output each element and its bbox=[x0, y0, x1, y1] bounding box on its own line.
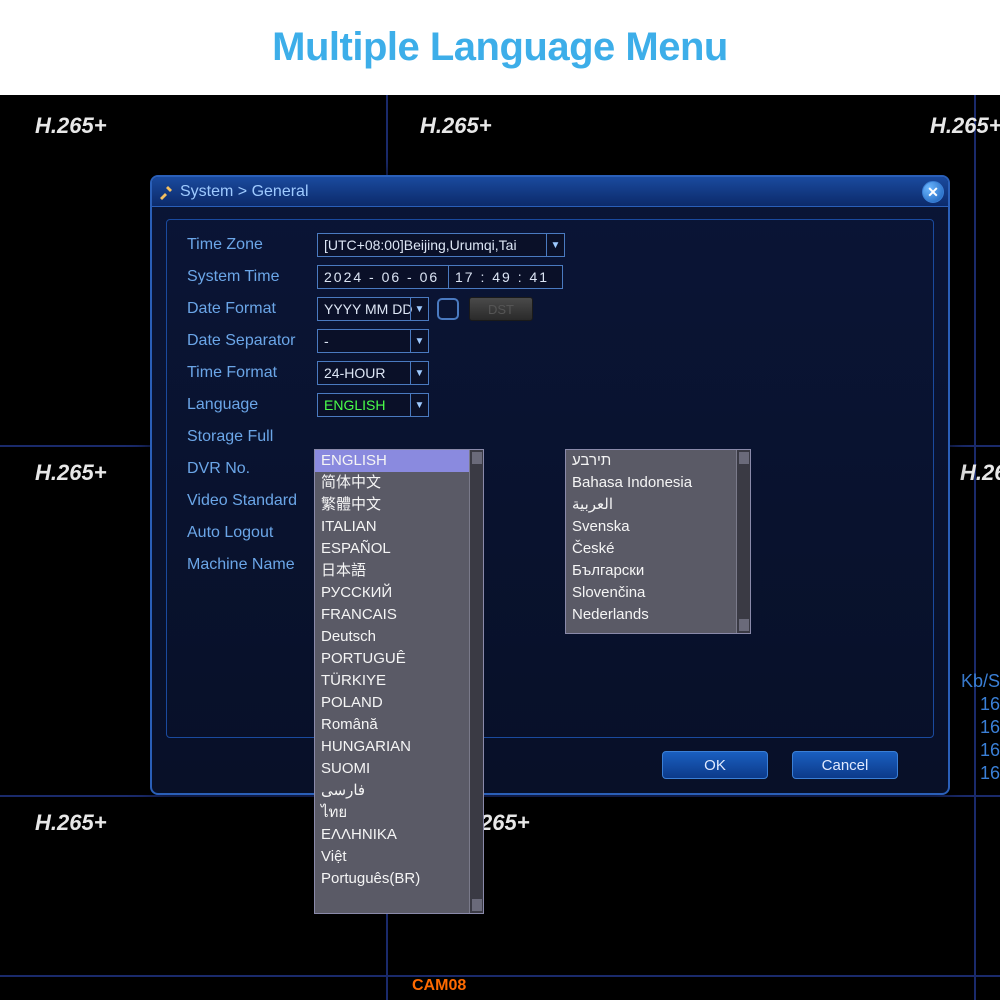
label-dvrno: DVR No. bbox=[187, 460, 317, 478]
language-option[interactable]: TÜRKIYE bbox=[315, 670, 483, 692]
date-field[interactable]: 2024 - 06 - 06 bbox=[317, 265, 449, 289]
language-option[interactable]: Български bbox=[566, 560, 750, 582]
stats-row: 16 bbox=[961, 762, 1000, 785]
language-option[interactable]: Svenska bbox=[566, 516, 750, 538]
stats-row: 16 bbox=[961, 693, 1000, 716]
dateformat-dropdown[interactable]: YYYY MM DD▼ bbox=[317, 297, 429, 321]
camera-label: CAM08 bbox=[412, 977, 466, 995]
stats-row: 16 bbox=[961, 739, 1000, 762]
timezone-dropdown[interactable]: [UTC+08:00]Beijing,Urumqi,Tai▼ bbox=[317, 233, 565, 257]
language-option[interactable]: ไทย bbox=[315, 802, 483, 824]
language-option[interactable]: FRANCAIS bbox=[315, 604, 483, 626]
language-option[interactable]: Slovenčina bbox=[566, 582, 750, 604]
language-option[interactable]: ESPAÑOL bbox=[315, 538, 483, 560]
language-dropdown[interactable]: ENGLISH▼ bbox=[317, 393, 429, 417]
chevron-down-icon: ▼ bbox=[410, 330, 428, 352]
language-option[interactable]: 繁體中文 bbox=[315, 494, 483, 516]
close-button[interactable]: ✕ bbox=[922, 181, 944, 203]
scrollbar[interactable] bbox=[736, 450, 750, 633]
time-field[interactable]: 17 : 49 : 41 bbox=[449, 265, 563, 289]
label-datesep: Date Separator bbox=[187, 332, 317, 350]
language-option[interactable]: Việt bbox=[315, 846, 483, 868]
language-option[interactable]: 简体中文 bbox=[315, 472, 483, 494]
dst-button[interactable]: DST bbox=[469, 297, 533, 321]
scrollbar[interactable] bbox=[469, 450, 483, 913]
language-list-1[interactable]: ENGLISH简体中文繁體中文ITALIANESPAÑOL日本語РУССКИЙF… bbox=[314, 449, 484, 914]
language-option[interactable]: Deutsch bbox=[315, 626, 483, 648]
language-option[interactable]: Română bbox=[315, 714, 483, 736]
label-storagefull: Storage Full bbox=[187, 428, 317, 446]
codec-label: H.265+ bbox=[35, 810, 107, 836]
language-option[interactable]: HUNGARIAN bbox=[315, 736, 483, 758]
label-systemtime: System Time bbox=[187, 268, 317, 286]
tools-icon bbox=[158, 184, 174, 200]
chevron-down-icon: ▼ bbox=[546, 234, 564, 256]
label-timezone: Time Zone bbox=[187, 236, 317, 254]
banner-title: Multiple Language Menu bbox=[272, 25, 728, 70]
language-option[interactable]: ITALIAN bbox=[315, 516, 483, 538]
label-timeformat: Time Format bbox=[187, 364, 317, 382]
language-option[interactable]: תירבע bbox=[566, 450, 750, 472]
label-videostd: Video Standard bbox=[187, 492, 317, 510]
label-autologout: Auto Logout bbox=[187, 524, 317, 542]
language-option[interactable]: POLAND bbox=[315, 692, 483, 714]
dialog-body: Time Zone [UTC+08:00]Beijing,Urumqi,Tai▼… bbox=[166, 219, 934, 738]
label-machinename: Machine Name bbox=[187, 556, 317, 574]
stats-header: Kb/S bbox=[961, 670, 1000, 693]
codec-label: H.265+ bbox=[930, 113, 1000, 139]
ok-button[interactable]: OK bbox=[662, 751, 768, 779]
datesep-dropdown[interactable]: -▼ bbox=[317, 329, 429, 353]
language-option[interactable]: SUOMI bbox=[315, 758, 483, 780]
language-option[interactable]: ENGLISH bbox=[315, 450, 483, 472]
language-option[interactable]: PORTUGUÊ bbox=[315, 648, 483, 670]
codec-label: H.265+ bbox=[35, 460, 107, 486]
language-option[interactable]: العربية bbox=[566, 494, 750, 516]
codec-label: H.265+ bbox=[960, 460, 1000, 486]
label-language: Language bbox=[187, 396, 317, 414]
dialog-title: System > General bbox=[180, 183, 309, 201]
timeformat-dropdown[interactable]: 24-HOUR▼ bbox=[317, 361, 429, 385]
codec-label: H.265+ bbox=[420, 113, 492, 139]
chevron-down-icon: ▼ bbox=[410, 394, 428, 416]
settings-dialog: System > General ✕ Time Zone [UTC+08:00]… bbox=[150, 175, 950, 795]
language-option[interactable]: České bbox=[566, 538, 750, 560]
banner: Multiple Language Menu bbox=[0, 0, 1000, 95]
language-option[interactable]: فارسی bbox=[315, 780, 483, 802]
label-dateformat: Date Format bbox=[187, 300, 317, 318]
dialog-titlebar[interactable]: System > General ✕ bbox=[152, 177, 948, 207]
language-option[interactable]: Bahasa Indonesia bbox=[566, 472, 750, 494]
language-option[interactable]: ΕΛΛΗΝΙΚΑ bbox=[315, 824, 483, 846]
chevron-down-icon: ▼ bbox=[410, 362, 428, 384]
stats-row: 16 bbox=[961, 716, 1000, 739]
language-list-2[interactable]: תירבעBahasa IndonesiaالعربيةSvenskaČeské… bbox=[565, 449, 751, 634]
bitrate-stats: Kb/S 16 16 16 16 bbox=[961, 670, 1000, 785]
codec-label: H.265+ bbox=[35, 113, 107, 139]
language-option[interactable]: Português(BR) bbox=[315, 868, 483, 890]
cancel-button[interactable]: Cancel bbox=[792, 751, 898, 779]
close-icon: ✕ bbox=[927, 184, 939, 201]
language-option[interactable]: 日本語 bbox=[315, 560, 483, 582]
dst-checkbox[interactable] bbox=[437, 298, 459, 320]
language-option[interactable]: Nederlands bbox=[566, 604, 750, 626]
language-option[interactable]: РУССКИЙ bbox=[315, 582, 483, 604]
chevron-down-icon: ▼ bbox=[410, 298, 428, 320]
